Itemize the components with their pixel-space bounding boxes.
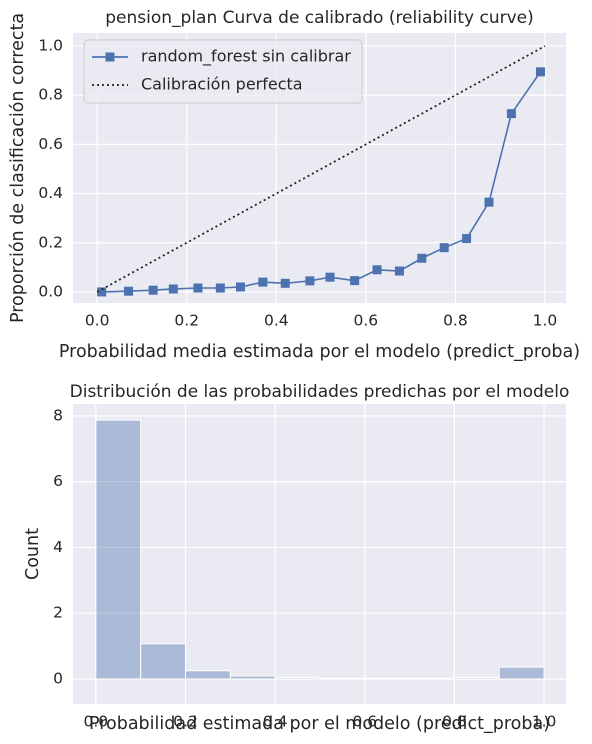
x-tick-label: 0.0 [85,312,110,330]
x-tick-label: 0.6 [354,312,379,330]
y-tick-label: 1.0 [38,37,63,55]
bar [140,643,186,680]
marker [124,286,134,296]
marker [258,277,268,287]
bar [364,677,411,680]
y-tick-label: 0.6 [38,135,63,153]
marker [193,283,203,293]
marker [462,234,472,244]
y-tick-label: 0.8 [38,86,63,104]
legend: random_forest sin calibrar Calibración pe… [83,39,363,104]
legend-label: Calibración perfecta [141,75,303,94]
legend-marker [105,52,115,62]
marker [215,283,225,293]
bar [498,666,545,680]
chart-title: pension_plan Curva de calibrado (reliabi… [105,8,534,28]
y-tick-label: 0.2 [38,233,63,251]
bar [319,677,366,680]
x-tick-label: 0.2 [174,312,199,330]
x-tick-label: 1.0 [533,312,558,330]
marker [350,276,360,286]
legend-box [83,39,363,104]
x-tick-label: 0.6 [352,713,377,731]
plot-area [73,404,566,704]
x-tick-label: 0.8 [442,713,467,731]
legend-label: random_forest sin calibrar [141,47,351,67]
marker [372,265,382,275]
marker [417,253,427,263]
marker [148,285,158,295]
y-tick-label: 2 [53,604,63,622]
y-tick-label: 0.4 [38,184,63,202]
y-tick-label: 6 [53,472,63,490]
marker [280,278,290,288]
bar [409,677,455,680]
x-axis-label: Probabilidad media estimada por el model… [59,342,580,362]
marker [506,109,516,119]
marker [439,243,449,253]
line [96,45,546,293]
y-tick-label: 4 [53,538,63,556]
marker [97,287,107,297]
chart-title: Distribución de las probabilidades predi… [70,382,570,402]
bar [184,670,231,680]
marker [535,67,545,77]
y-tick-label: 0.0 [38,282,63,300]
marker [305,276,315,286]
bar [229,675,276,680]
y-tick-label: 8 [53,406,63,424]
marker [235,282,245,292]
marker [484,197,494,207]
x-tick-label: 0.0 [84,713,109,731]
y-tick-label: 0 [53,670,63,688]
marker [394,266,404,276]
y-axis-label: Count [23,528,43,580]
marker [168,284,178,294]
x-tick-label: 0.4 [264,312,289,330]
y-axis-label: Proporción de clasificación correcta [8,13,28,323]
bar [95,419,142,680]
x-tick-label: 0.2 [173,713,198,731]
x-axis-label: Probabilidad estimada por el modelo (pre… [89,714,550,734]
x-tick-label: 1.0 [532,713,557,731]
x-tick-label: 0.4 [263,713,288,731]
x-tick-label: 0.8 [443,312,468,330]
marker [325,272,335,282]
bar [274,677,321,680]
bar [453,677,500,680]
